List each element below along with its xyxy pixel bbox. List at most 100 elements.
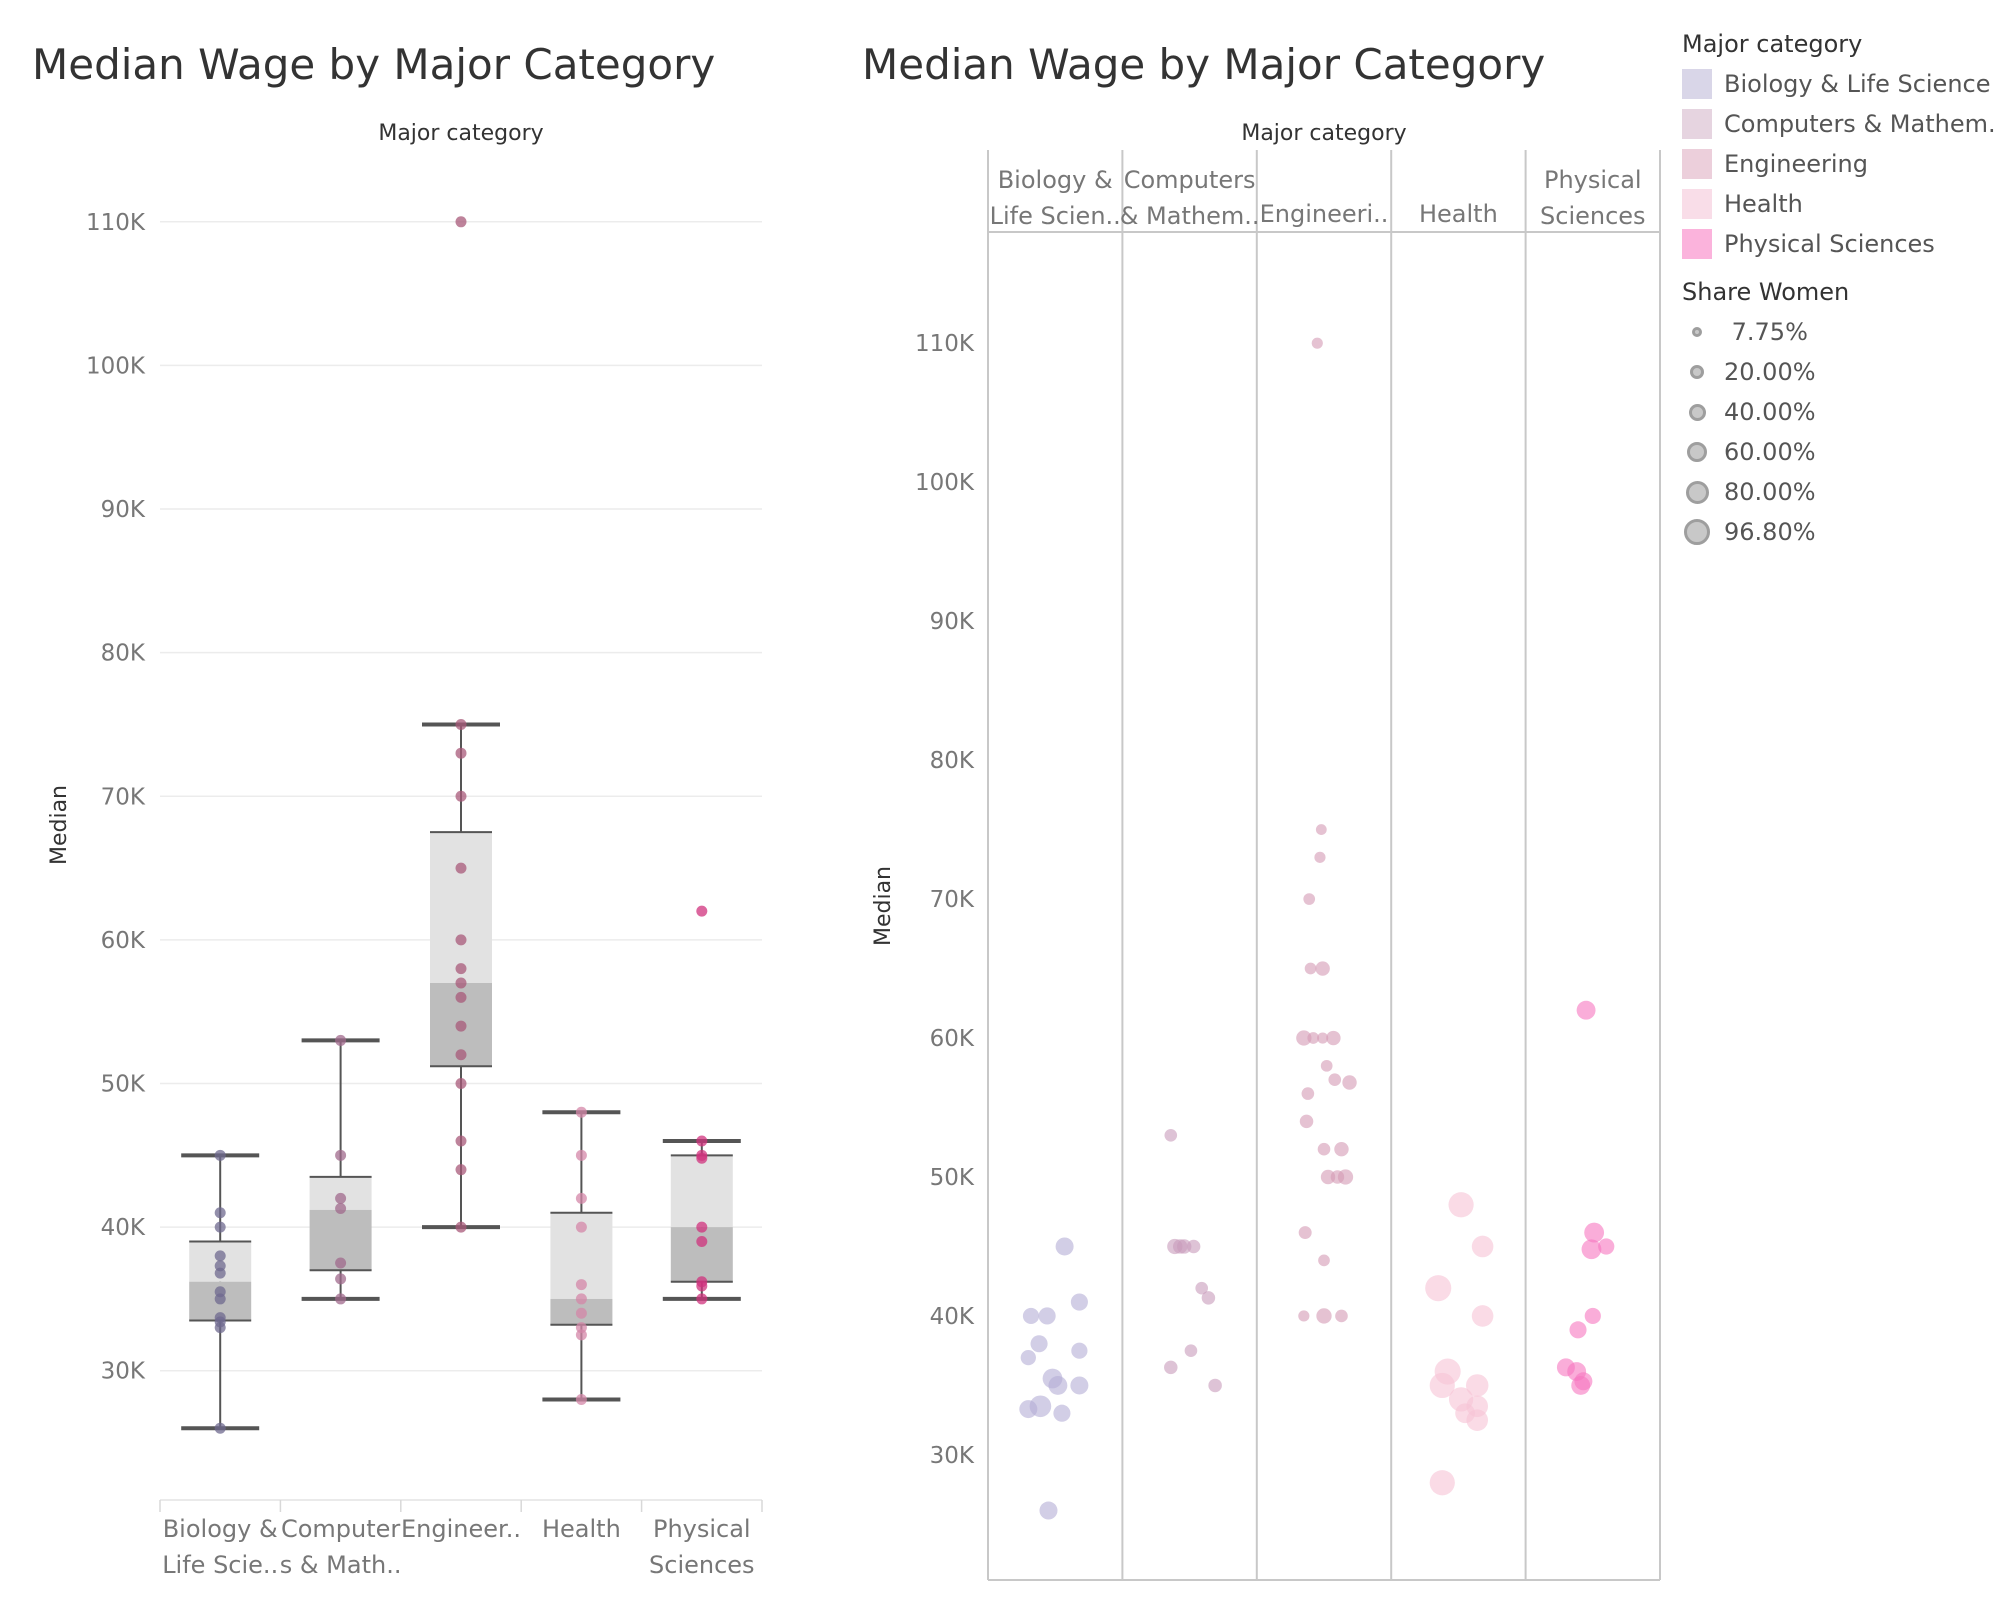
data-point <box>696 1135 708 1147</box>
y-axis-title: Median <box>871 866 896 946</box>
x-category-label: Physical <box>653 1515 751 1543</box>
data-point <box>455 718 467 730</box>
pane-header-label: Biology & <box>998 166 1113 194</box>
data-point <box>1038 1307 1056 1325</box>
legend-size-label: 20.00% <box>1724 358 1816 386</box>
data-point <box>1584 1307 1601 1325</box>
data-point <box>455 1049 467 1061</box>
data-point <box>1342 1075 1357 1090</box>
data-point <box>1471 1235 1494 1258</box>
data-point <box>455 747 467 759</box>
data-point <box>696 1221 708 1233</box>
data-point <box>1296 1030 1312 1046</box>
data-point <box>696 1276 708 1288</box>
data-point <box>1048 1375 1068 1395</box>
data-point <box>1320 1059 1333 1072</box>
legend-size-item: 7.75% <box>1682 312 1998 352</box>
data-point <box>214 1207 226 1219</box>
y-tick-label: 60K <box>930 1026 975 1052</box>
legend-swatch <box>1682 69 1712 99</box>
data-point <box>335 1257 347 1269</box>
data-point <box>575 1307 587 1319</box>
data-point <box>1304 962 1317 975</box>
data-point <box>1471 1305 1494 1327</box>
data-point <box>1195 1281 1208 1295</box>
legend-color-item[interactable]: Computers & Mathem.. <box>1682 104 1998 144</box>
data-point <box>1335 1309 1348 1323</box>
x-axis-title: Major category <box>1241 121 1406 146</box>
data-point <box>1164 1360 1178 1375</box>
y-tick-label: 110K <box>915 331 975 357</box>
pane-header-label: Physical <box>1544 166 1642 194</box>
y-tick-label: 70K <box>101 784 146 810</box>
y-tick-label: 40K <box>930 1304 975 1330</box>
data-point <box>1055 1237 1074 1256</box>
legend-size-item: 20.00% <box>1682 352 1998 392</box>
legend-size-item: 80.00% <box>1682 472 1998 512</box>
pane-header-label: & Mathem.. <box>1120 202 1260 230</box>
data-point <box>1172 1239 1188 1254</box>
data-point <box>1598 1238 1615 1255</box>
data-point <box>1315 961 1330 976</box>
data-point <box>335 1273 347 1285</box>
legend-color-item[interactable]: Engineering <box>1682 144 1998 184</box>
data-point <box>575 1106 587 1118</box>
data-point <box>455 216 467 228</box>
data-point <box>455 977 467 989</box>
data-point <box>455 1078 467 1090</box>
data-point <box>1298 1310 1310 1322</box>
data-point <box>1455 1403 1476 1424</box>
data-point <box>1316 1308 1332 1324</box>
data-point <box>335 1202 347 1214</box>
legend-size-dot <box>1692 327 1702 337</box>
data-point <box>696 1235 708 1247</box>
box-upper <box>430 832 492 983</box>
legend-size-dot <box>1687 442 1707 462</box>
data-point <box>575 1393 587 1405</box>
data-point <box>1314 851 1326 863</box>
x-category-label: Engineer.. <box>401 1515 521 1543</box>
box-plot-chart: Major category Median 30K 40K 50K 60K 70K 80K 90… <box>47 121 763 1579</box>
legend-size-item: 96.80% <box>1682 512 1998 552</box>
y-tick-label: 60K <box>101 928 146 954</box>
data-point <box>1029 1395 1052 1418</box>
legend: Major category Biology & Life Science Com… <box>1682 30 1998 552</box>
legend-swatch <box>1682 189 1712 219</box>
data-point <box>1317 1142 1331 1156</box>
data-point <box>1337 1169 1354 1185</box>
legend-size-label: 96.80% <box>1724 518 1816 546</box>
data-point <box>696 905 708 917</box>
legend-color-item[interactable]: Biology & Life Science <box>1682 64 1998 104</box>
data-point <box>1584 1222 1605 1243</box>
legend-size-item: 60.00% <box>1682 432 1998 472</box>
data-point <box>1201 1291 1216 1305</box>
box-upper <box>670 1155 733 1228</box>
data-point <box>455 862 467 874</box>
pane-header-label: Engineeri.. <box>1260 200 1389 228</box>
chart-title-right: Median Wage by Major Category <box>862 40 1546 89</box>
data-point <box>214 1422 226 1434</box>
legend-swatch <box>1682 149 1712 179</box>
data-point <box>1574 1372 1593 1391</box>
data-point <box>1328 1073 1342 1087</box>
legend-size-item: 40.00% <box>1682 392 1998 432</box>
data-point <box>696 1293 708 1305</box>
y-tick-label: 100K <box>86 353 146 379</box>
data-point <box>1315 824 1327 835</box>
data-point <box>214 1149 226 1161</box>
pane-header-label: Sciences <box>1540 202 1646 230</box>
data-point <box>1164 1128 1178 1142</box>
data-point <box>455 934 467 946</box>
data-point <box>1311 337 1323 349</box>
legend-color-item[interactable]: Physical Sciences <box>1682 224 1998 264</box>
data-point <box>455 991 467 1003</box>
data-point <box>1020 1349 1036 1366</box>
x-axis-title: Major category <box>378 121 543 146</box>
x-category-label: Biology & <box>163 1515 278 1543</box>
x-category-label: Health <box>542 1515 621 1543</box>
data-point <box>1425 1275 1452 1302</box>
legend-size-dot <box>1685 480 1709 504</box>
data-point <box>575 1192 587 1204</box>
legend-color-item[interactable]: Health <box>1682 184 1998 224</box>
data-point <box>214 1250 226 1262</box>
